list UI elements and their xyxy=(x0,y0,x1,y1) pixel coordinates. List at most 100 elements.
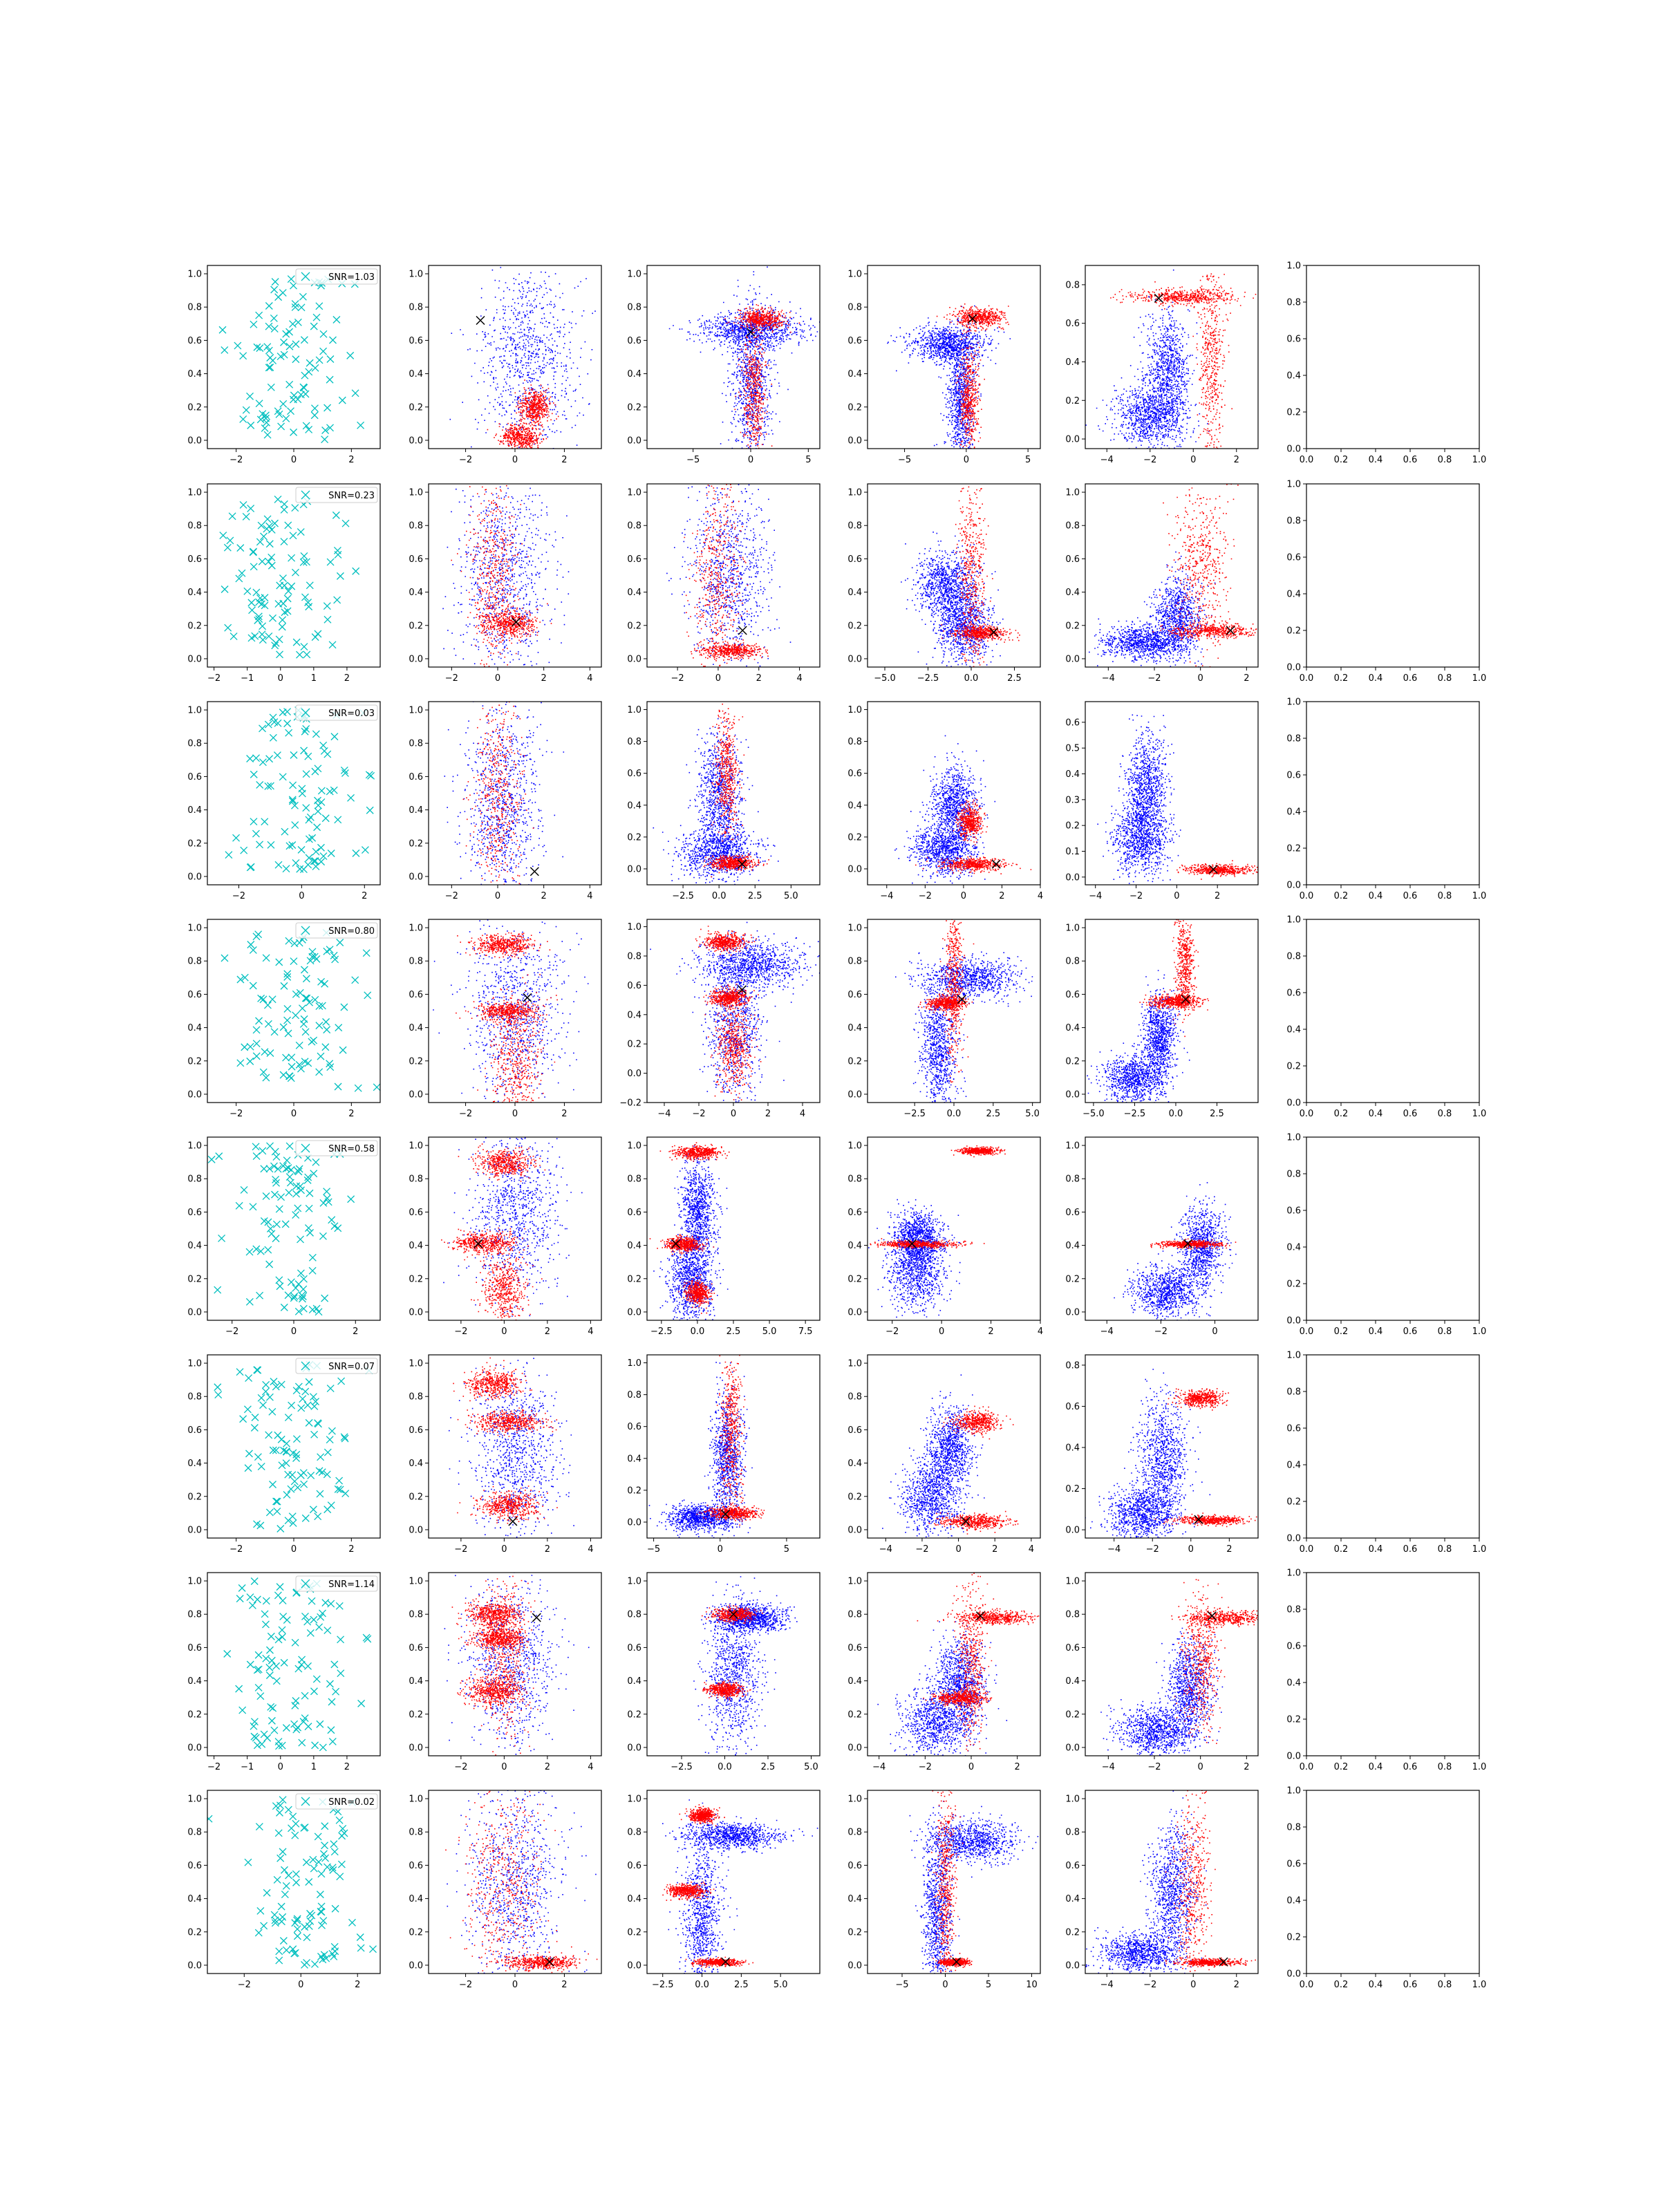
red-points-series xyxy=(1170,1562,1286,1759)
x-marker-point xyxy=(280,1613,287,1620)
x-marker-point xyxy=(335,551,341,558)
x-marker-point xyxy=(310,323,317,330)
x-marker-point xyxy=(250,946,256,953)
plot-area xyxy=(650,917,834,1121)
y-tick-label: 0.8 xyxy=(187,739,202,749)
x-tick-label: 5.0 xyxy=(774,1980,788,1990)
x-marker-point xyxy=(259,725,266,732)
x-marker-point xyxy=(276,1206,283,1212)
x-tick-label: 0.0 xyxy=(1300,1327,1314,1337)
x-marker-point xyxy=(246,1298,253,1305)
x-marker-point xyxy=(285,588,292,594)
y-tick-label: 0.8 xyxy=(627,1174,641,1185)
x-marker-point xyxy=(281,1891,288,1898)
x-marker-point xyxy=(307,814,314,821)
y-tick-label: 0.6 xyxy=(1065,1402,1080,1412)
x-marker-point xyxy=(348,1919,355,1926)
x-marker-point xyxy=(265,323,272,330)
x-marker-point xyxy=(270,734,276,741)
blue-points-series xyxy=(444,644,565,962)
x-tick-label: 0.0 xyxy=(1300,1544,1314,1555)
x-tick-label: 4 xyxy=(1038,1327,1043,1337)
x-marker-point xyxy=(268,1657,275,1664)
panel-r7-c6: 0.0 0.2 0.4 0.6 0.8 1.00.00.20.40.60.81.0 xyxy=(1286,1568,1486,1773)
x-marker-point xyxy=(306,836,312,843)
y-tick-label: 0.0 xyxy=(187,1089,202,1100)
y-tick-label: 0.4 xyxy=(1065,588,1080,598)
panel-r4-c3: −4 −2 0 2 4−0.20.00.20.40.60.81.0 xyxy=(619,917,834,1121)
x-marker-point xyxy=(234,342,241,349)
x-marker-point xyxy=(304,1618,311,1625)
x-marker-point xyxy=(224,544,231,551)
y-tick-label: 0.0 xyxy=(187,1960,202,1971)
panel-r5-c5: −4 −2 00.00.20.40.60.81.0 xyxy=(1065,1137,1258,1337)
x-marker-point xyxy=(236,1595,243,1602)
y-tick-label: 0.2 xyxy=(409,402,423,413)
y-tick-label: 1.0 xyxy=(409,706,423,716)
x-tick-label: 0.0 xyxy=(964,673,979,684)
x-marker-point xyxy=(288,1063,295,1070)
x-marker-point xyxy=(279,1627,285,1633)
panel-r3-c1: SNR=0.03−2 0 20.00.20.40.60.81.0 xyxy=(187,702,390,901)
y-tick-label: 0.2 xyxy=(1065,1056,1080,1067)
x-tick-label: 1.0 xyxy=(1472,1980,1487,1990)
x-marker-point xyxy=(275,601,282,608)
x-tick-label: −2 xyxy=(885,1327,899,1337)
x-tick-label: 0.6 xyxy=(1403,1762,1418,1772)
x-marker-point xyxy=(331,733,338,740)
y-tick-label: 0.0 xyxy=(1065,1526,1080,1536)
y-tick-label: 0.8 xyxy=(627,952,641,962)
y-tick-label: 0.8 xyxy=(187,521,202,532)
x-marker-point xyxy=(261,1731,268,1738)
x-marker-point xyxy=(276,1584,283,1591)
red-points-series xyxy=(917,1526,1054,1813)
y-tick-label: 0.0 xyxy=(1286,444,1301,455)
y-tick-label: 0.8 xyxy=(409,1828,423,1838)
plot-area xyxy=(669,252,827,512)
axes-frame xyxy=(1085,1573,1258,1756)
x-tick-label: −2 xyxy=(445,673,458,684)
x-marker-point xyxy=(270,714,276,721)
x-tick-label: 5 xyxy=(986,1980,991,1990)
y-tick-label: 0.2 xyxy=(409,1274,423,1284)
plot-area xyxy=(877,1526,1053,1813)
x-marker-point xyxy=(259,1147,266,1154)
panel-r1-c6: 0.0 0.2 0.4 0.6 0.8 1.00.00.20.40.60.81.0 xyxy=(1286,261,1486,466)
x-marker-point xyxy=(276,1809,283,1816)
y-tick-label: 0.8 xyxy=(1065,1174,1080,1185)
x-tick-label: −2 xyxy=(229,455,243,465)
x-marker-point xyxy=(327,1385,334,1392)
y-tick-label: 1.0 xyxy=(187,488,202,498)
y-tick-label: 0.8 xyxy=(1065,1360,1080,1371)
y-tick-label: 0.0 xyxy=(1065,1307,1080,1318)
x-marker-point xyxy=(252,1143,259,1150)
x-marker-point xyxy=(274,1508,281,1515)
x-marker-point xyxy=(333,316,340,323)
y-tick-label: 0.5 xyxy=(1065,744,1080,754)
x-marker-point xyxy=(303,1934,310,1941)
x-marker-point xyxy=(264,516,271,523)
panel-r6-c4: −4 −2 0 2 40.00.20.40.60.81.0 xyxy=(847,1355,1040,1555)
x-marker-point xyxy=(256,312,263,319)
y-tick-label: 1.0 xyxy=(847,924,862,934)
y-tick-label: 0.6 xyxy=(409,1861,423,1871)
axes-frame xyxy=(429,1355,601,1538)
y-tick-label: 0.2 xyxy=(847,1927,862,1938)
x-marker-point xyxy=(366,807,373,814)
y-tick-label: 0.4 xyxy=(627,588,641,598)
x-tick-label: −2 xyxy=(1143,1980,1156,1990)
x-marker-point xyxy=(236,1685,243,1692)
x-tick-label: 2 xyxy=(545,1327,550,1337)
x-marker-point xyxy=(292,569,299,576)
panel-r1-c1: SNR=1.03−2 0 20.00.20.40.60.81.0 xyxy=(187,265,380,465)
x-tick-label: 2 xyxy=(541,891,547,901)
y-tick-label: 0.6 xyxy=(627,1208,641,1218)
x-tick-label: 2 xyxy=(756,673,762,684)
x-marker-point xyxy=(269,996,276,1003)
x-marker-point xyxy=(254,1367,261,1374)
x-marker-point xyxy=(258,995,265,1002)
x-marker-point xyxy=(303,1959,310,1966)
y-tick-label: 0.8 xyxy=(847,521,862,532)
x-marker-point xyxy=(283,415,290,422)
x-marker-point xyxy=(296,1042,303,1049)
